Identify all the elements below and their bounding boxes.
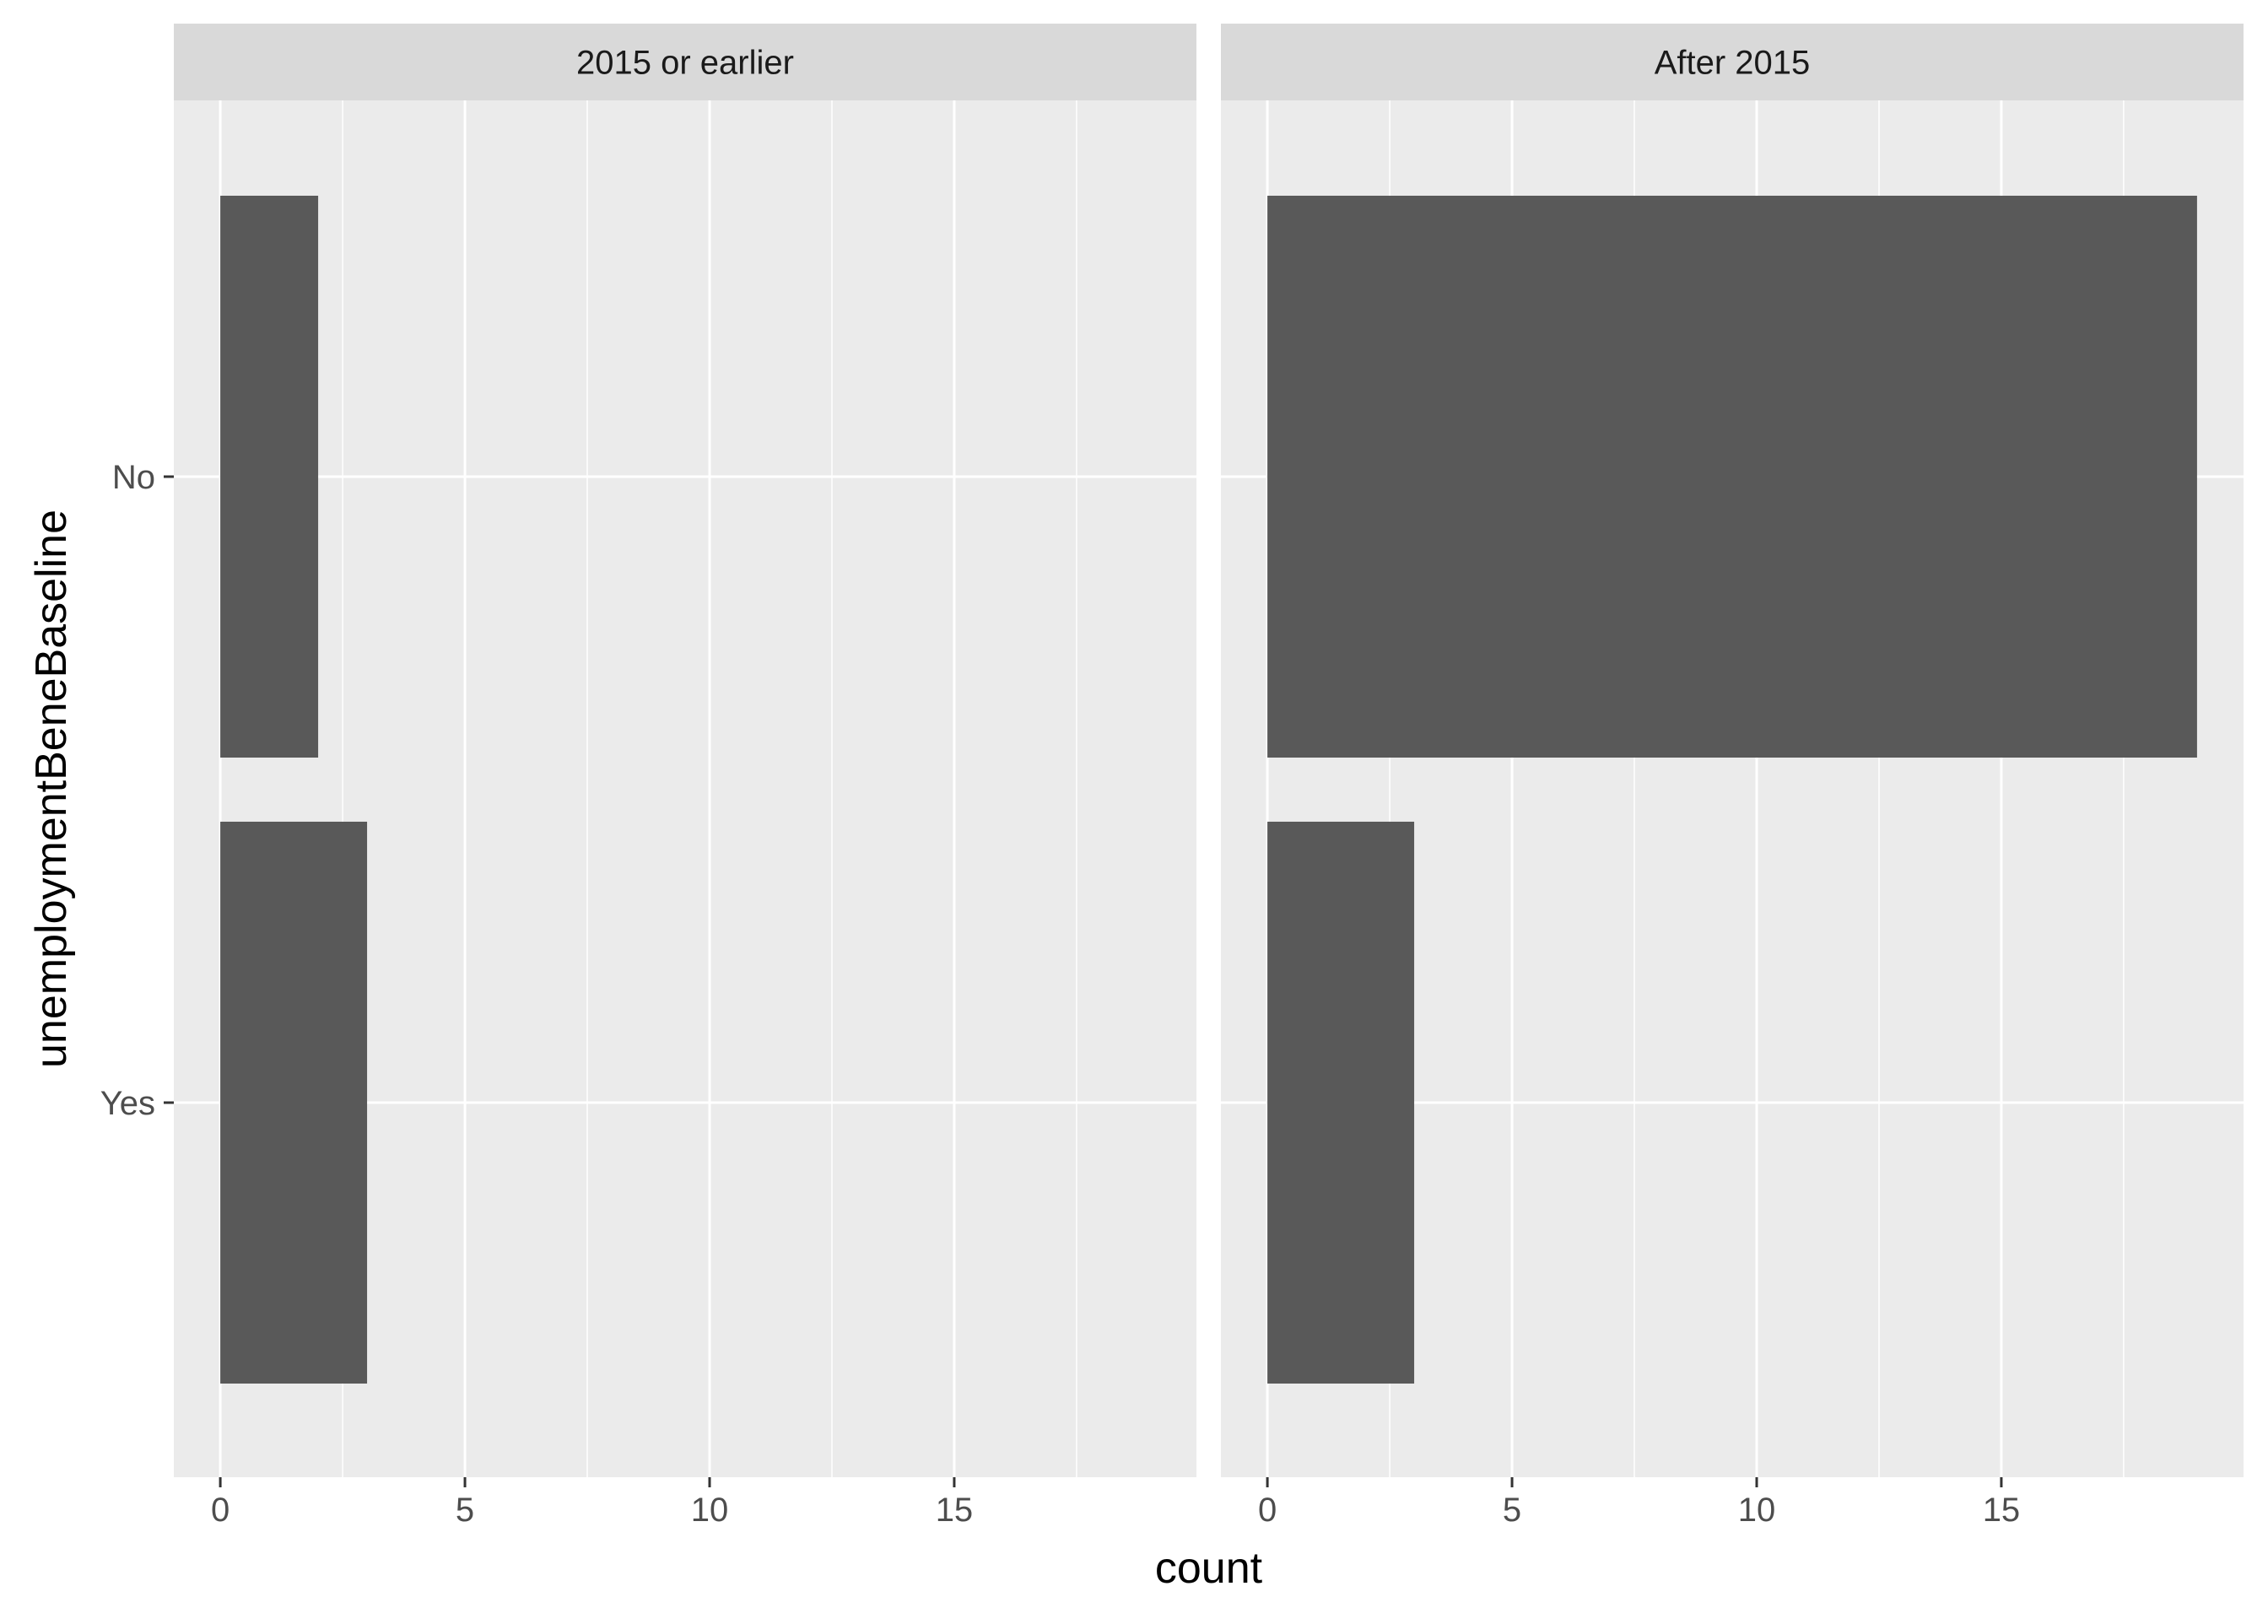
- x-tick-label: 5: [1503, 1492, 1521, 1529]
- facet-strip: [1221, 24, 2244, 100]
- x-tick-label: 0: [211, 1492, 230, 1529]
- facet-panel: 2015 or earlier 0 5 10 15 No Yes: [100, 24, 1196, 1529]
- facet-strip: [174, 24, 1196, 100]
- facet-panel: After 2015 0 5 10 15: [1221, 24, 2244, 1529]
- bar-no: [1267, 196, 2197, 758]
- y-axis-title: unemploymentBeneBaseline: [27, 510, 76, 1068]
- bar-yes: [220, 822, 368, 1384]
- bar-yes: [1267, 822, 1415, 1384]
- x-tick-label: 5: [456, 1492, 474, 1529]
- facet-strip-label: 2015 or earlier: [576, 45, 794, 82]
- x-tick-label: 10: [691, 1492, 729, 1529]
- x-tick-label: 0: [1258, 1492, 1277, 1529]
- x-axis-title: count: [1155, 1544, 1263, 1593]
- facet-strip-label: After 2015: [1655, 45, 1811, 82]
- y-tick-label: No: [112, 459, 155, 496]
- x-tick-label: 15: [936, 1492, 974, 1529]
- y-tick-label: Yes: [100, 1085, 155, 1122]
- x-tick-label: 15: [1983, 1492, 2021, 1529]
- bar-no: [220, 196, 319, 758]
- x-tick-label: 10: [1738, 1492, 1776, 1529]
